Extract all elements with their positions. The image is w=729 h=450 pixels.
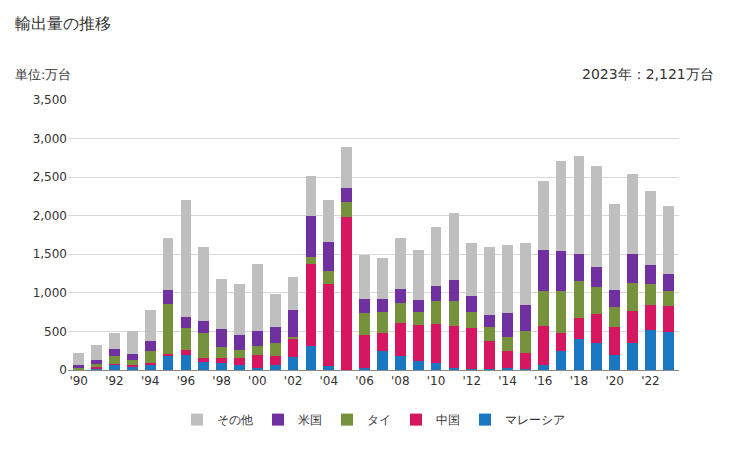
svg-text:2023年：2,121万台: 2023年：2,121万台	[582, 66, 714, 82]
svg-text:2,500: 2,500	[33, 170, 67, 184]
svg-text:'06: '06	[355, 374, 374, 388]
svg-text:'94: '94	[141, 374, 160, 388]
svg-text:'00: '00	[248, 374, 267, 388]
svg-text:'10: '10	[427, 374, 446, 388]
svg-text:2,000: 2,000	[33, 209, 67, 223]
svg-text:'20: '20	[605, 374, 624, 388]
svg-text:1,500: 1,500	[33, 247, 67, 261]
svg-text:'90: '90	[69, 374, 88, 388]
svg-text:マレーシア: マレーシア	[505, 413, 565, 427]
svg-text:'96: '96	[177, 374, 196, 388]
svg-text:'98: '98	[212, 374, 231, 388]
svg-text:'02: '02	[284, 374, 303, 388]
svg-text:500: 500	[44, 325, 67, 339]
svg-text:3,000: 3,000	[33, 132, 67, 146]
svg-text:タイ: タイ	[367, 413, 391, 427]
svg-text:'04: '04	[320, 374, 339, 388]
svg-text:'08: '08	[391, 374, 410, 388]
svg-text:'14: '14	[498, 374, 517, 388]
svg-text:その他: その他	[217, 413, 253, 427]
svg-text:3,500: 3,500	[33, 93, 67, 107]
svg-text:中国: 中国	[436, 413, 460, 427]
svg-text:'92: '92	[105, 374, 124, 388]
svg-text:'22: '22	[641, 374, 660, 388]
svg-text:単位:万台: 単位:万台	[15, 67, 71, 82]
svg-text:1,000: 1,000	[33, 286, 67, 300]
svg-text:米国: 米国	[298, 413, 322, 427]
svg-text:'12: '12	[462, 374, 481, 388]
svg-text:'18: '18	[570, 374, 589, 388]
svg-text:'16: '16	[534, 374, 553, 388]
svg-text:0: 0	[59, 363, 67, 377]
svg-text:輸出量の推移: 輸出量の推移	[15, 14, 111, 33]
